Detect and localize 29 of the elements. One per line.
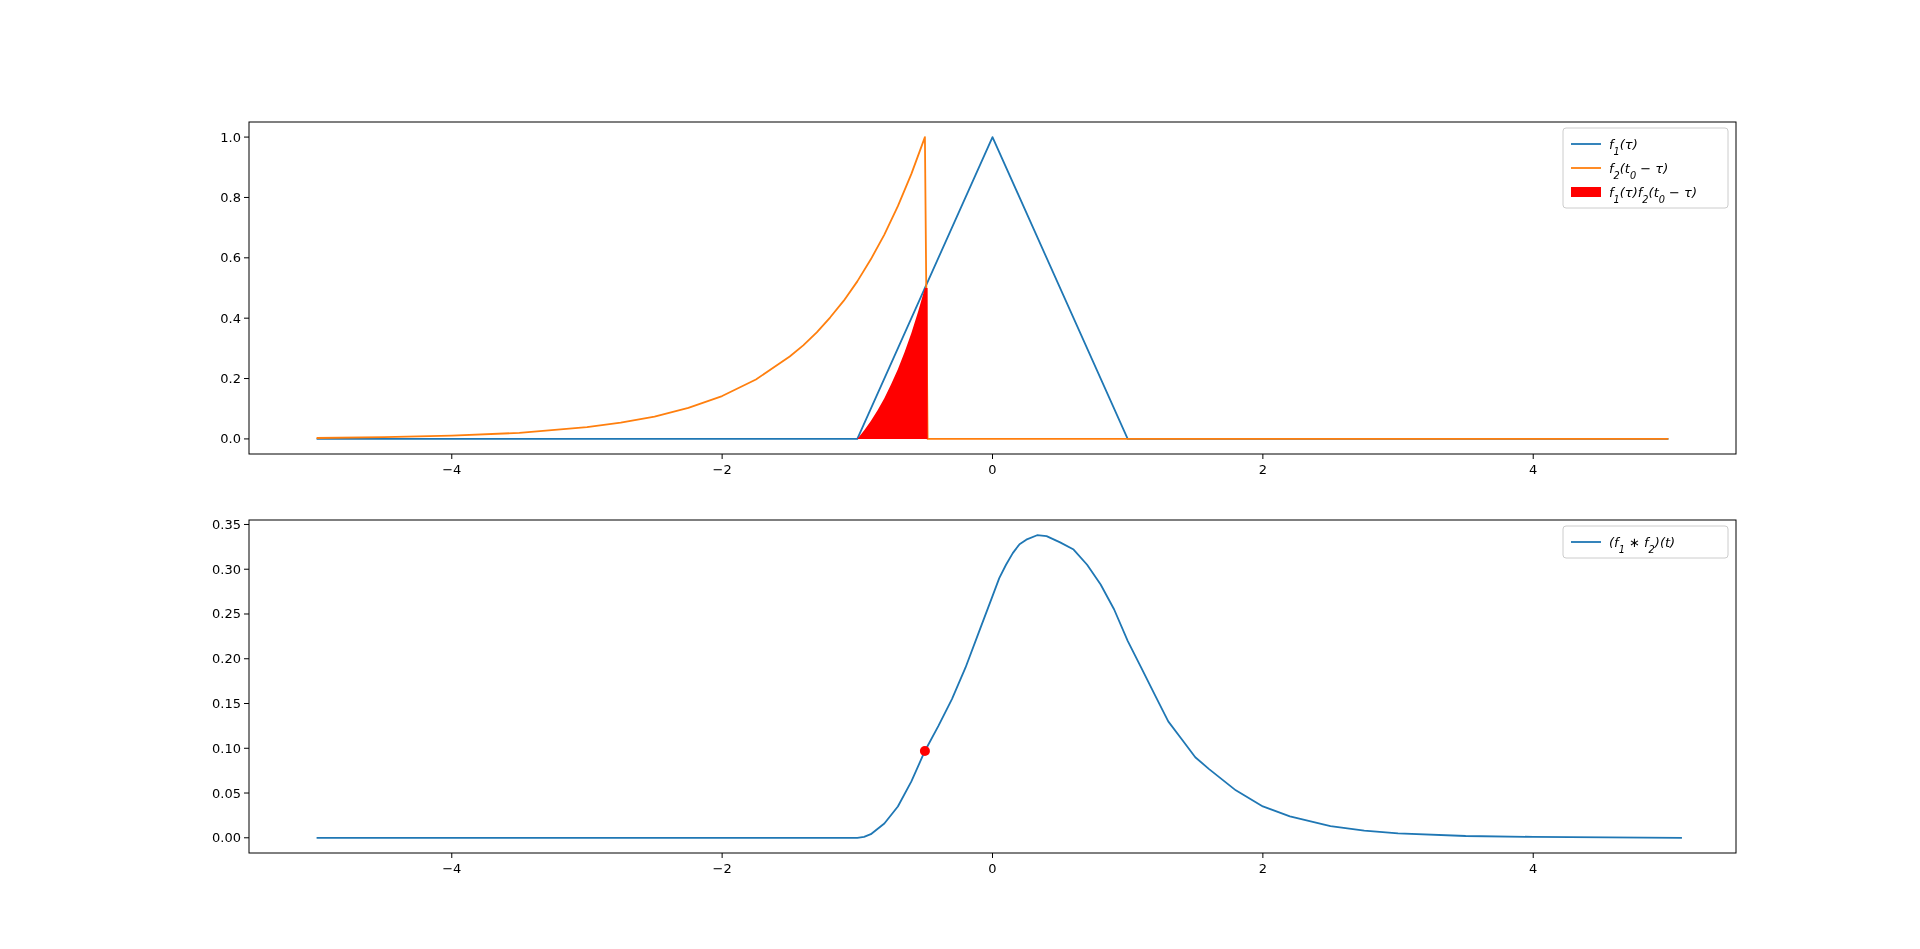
- y-tick-label: 0.2: [220, 371, 241, 387]
- y-tick-label: 0.10: [212, 740, 241, 756]
- x-tick-label: 4: [1529, 462, 1538, 477]
- y-tick-label: 0.05: [212, 785, 241, 801]
- x-tick-label: 2: [1258, 462, 1267, 477]
- y-tick-label: 0.4: [220, 310, 241, 326]
- x-tick-label: −4: [442, 462, 462, 477]
- legend-label: (f$_{1}$ ∗ f$_{2}$)(t): [1609, 535, 1676, 555]
- legend-label: f$_{1}$(τ): [1609, 137, 1638, 157]
- y-tick-label: 1.0: [220, 129, 241, 145]
- legend-label: f$_{1}$(τ)f$_{2}$(t$_{0}$ − τ): [1609, 185, 1698, 205]
- x-tick-label: −2: [712, 861, 732, 876]
- x-tick-label: −4: [442, 861, 462, 876]
- y-tick-label: 0.6: [220, 250, 241, 266]
- y-tick-label: 0.00: [212, 830, 241, 846]
- y-tick-label: 0.25: [212, 606, 241, 622]
- x-tick-label: 2: [1258, 861, 1267, 876]
- line-series: [315, 534, 1683, 839]
- x-tick-label: 0: [988, 462, 997, 477]
- x-tick-label: 4: [1529, 861, 1538, 876]
- x-tick-label: −2: [712, 462, 732, 477]
- x-tick-label: 0: [988, 861, 997, 876]
- y-tick-label: 0.8: [220, 189, 241, 205]
- y-tick-label: 0.30: [212, 561, 241, 577]
- y-tick-label: 0.35: [212, 516, 241, 532]
- legend-label: f$_{2}$(t$_{0}$ − τ): [1609, 161, 1669, 181]
- y-tick-label: 0.20: [212, 651, 241, 667]
- y-tick-label: 0.15: [212, 696, 241, 712]
- y-tick-label: 0.0: [220, 431, 241, 447]
